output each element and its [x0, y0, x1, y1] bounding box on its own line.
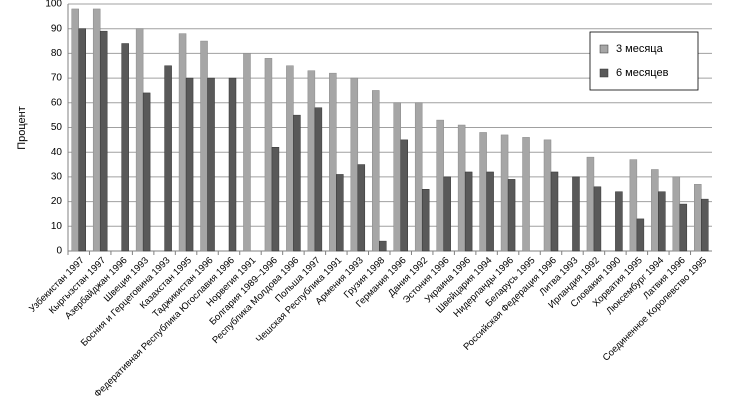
bar: [336, 174, 344, 252]
bar: [286, 65, 294, 252]
bar: [522, 137, 530, 252]
bar: [457, 124, 466, 252]
bar: [121, 43, 129, 252]
bar: [543, 139, 552, 252]
bar: [701, 198, 709, 252]
y-tick-label: 0: [56, 246, 62, 257]
bar: [207, 77, 215, 252]
bar: [372, 90, 380, 252]
bar: [629, 159, 638, 252]
bar: [350, 77, 359, 252]
y-axis-label: Процент: [16, 106, 28, 150]
bar: [400, 139, 408, 252]
bar: [421, 189, 430, 252]
bar: [293, 114, 301, 252]
bar: [507, 179, 516, 252]
bar: [500, 134, 509, 252]
bar: [135, 28, 144, 252]
y-tick-label: 50: [51, 122, 63, 133]
bar: [586, 156, 595, 252]
bar: [694, 184, 702, 252]
legend-swatch: [599, 44, 609, 54]
bar: [436, 119, 444, 252]
y-tick-label: 70: [51, 73, 63, 84]
y-tick-label: 60: [51, 97, 63, 108]
y-tick-label: 90: [51, 23, 63, 34]
bar: [593, 186, 602, 252]
bar: [672, 176, 681, 252]
y-tick-label: 30: [51, 172, 63, 183]
bar: [658, 191, 666, 252]
bar: [679, 203, 688, 252]
bar: [307, 70, 316, 252]
bar: [572, 176, 580, 252]
y-tick-label: 40: [51, 147, 63, 158]
bar: [142, 92, 151, 252]
bar: [185, 77, 194, 252]
bar: [228, 77, 237, 252]
bar: [71, 8, 79, 252]
bar: [615, 191, 623, 252]
bar: [414, 102, 423, 252]
bar: [651, 169, 659, 252]
bar: [443, 176, 451, 252]
bar: [264, 58, 273, 252]
bar: [99, 30, 108, 252]
bar: [486, 171, 494, 252]
y-tick-label: 10: [51, 221, 63, 232]
bar: [271, 147, 280, 252]
bar: [636, 218, 645, 252]
bar: [464, 171, 473, 252]
bar: [479, 132, 487, 252]
bar: [357, 164, 366, 252]
legend-box: [589, 31, 699, 91]
y-tick-label: 100: [45, 0, 62, 10]
bar: [200, 40, 208, 252]
bar: [393, 102, 401, 252]
legend-label: 6 месяцев: [616, 67, 669, 79]
bar: [92, 8, 101, 252]
legend-swatch: [599, 68, 609, 78]
legend-label: 3 месяца: [616, 43, 664, 55]
bar: [379, 240, 387, 252]
bar: [178, 33, 187, 252]
bar: [329, 72, 337, 252]
bar: [243, 53, 251, 252]
bar: [550, 171, 559, 252]
y-tick-label: 80: [51, 48, 63, 59]
bar: [314, 107, 323, 252]
y-tick-label: 20: [51, 196, 63, 207]
bar: [78, 28, 86, 252]
bar: [164, 65, 172, 252]
